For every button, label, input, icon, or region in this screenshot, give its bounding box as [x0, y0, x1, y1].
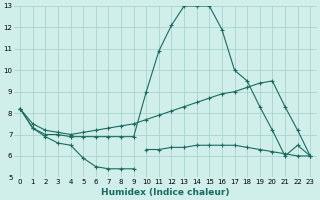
X-axis label: Humidex (Indice chaleur): Humidex (Indice chaleur) — [101, 188, 229, 197]
